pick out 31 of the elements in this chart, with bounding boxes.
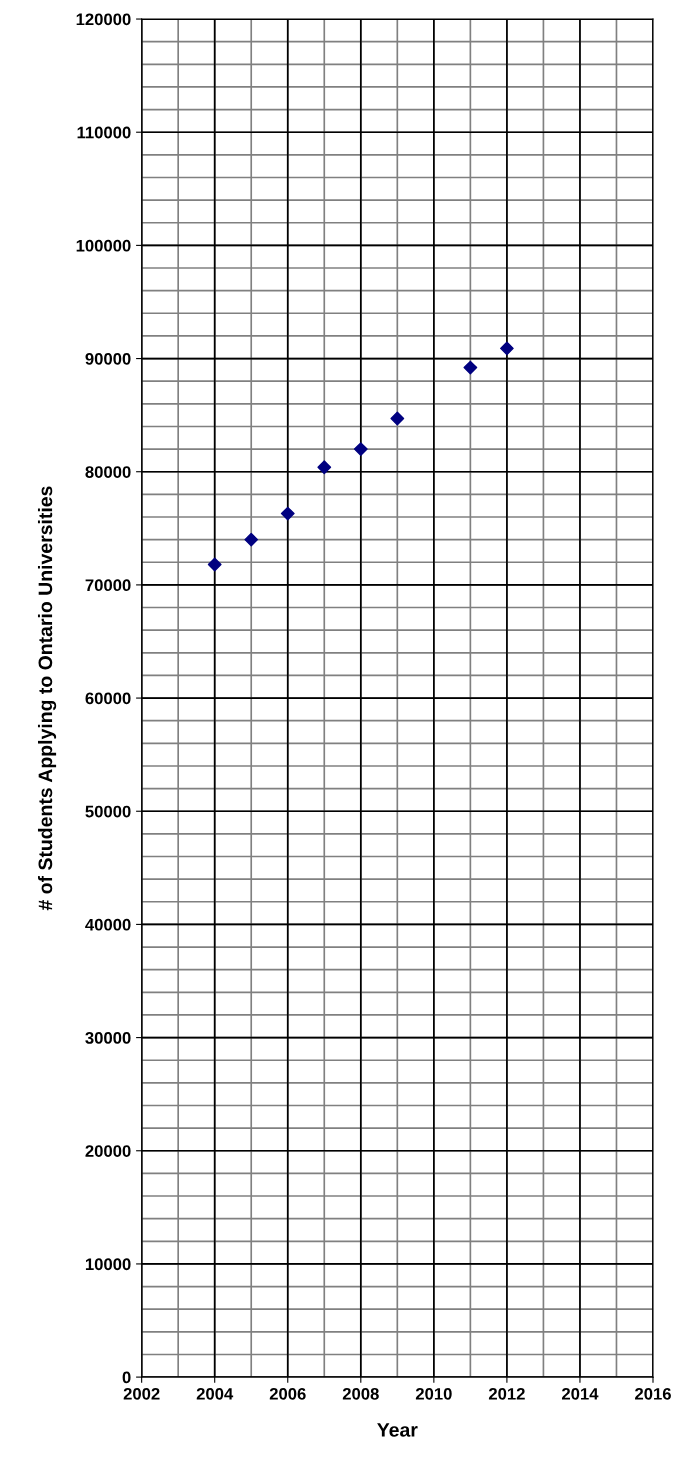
point	[390, 411, 405, 426]
y-tick-label: 80000	[85, 466, 131, 478]
y-axis-title: # of Students Applying to Ontario Universities	[37, 486, 57, 911]
x-tick-label: 2002	[123, 1387, 160, 1400]
x-tick-label: 2012	[488, 1387, 525, 1400]
y-tick-label: 100000	[76, 239, 131, 252]
x-tick-label: 2006	[269, 1387, 306, 1400]
point	[353, 442, 368, 457]
point	[463, 360, 478, 375]
x-tick-label: 2014	[561, 1387, 599, 1400]
point	[499, 341, 514, 356]
y-tick-label: 70000	[85, 579, 131, 592]
x-tick-label: 2008	[342, 1387, 379, 1400]
point	[207, 557, 222, 572]
y-tick-label: 30000	[85, 1031, 131, 1044]
y-tick-label: 20000	[85, 1145, 131, 1157]
y-tick-label: 90000	[85, 352, 131, 365]
y-tick-label: 60000	[85, 692, 131, 705]
y-tick-label: 120000	[76, 13, 131, 26]
y-tick-label: 50000	[85, 805, 131, 818]
x-tick-label: 2016	[635, 1387, 671, 1400]
x-tick-label: 2004	[196, 1387, 234, 1400]
point	[317, 460, 332, 475]
x-axis-title: Year	[377, 1423, 418, 1437]
y-tick-label: 0	[122, 1371, 131, 1384]
point	[244, 532, 259, 547]
x-tick-label: 2010	[415, 1387, 452, 1400]
point	[280, 506, 295, 521]
y-tick-label: 110000	[77, 126, 131, 139]
y-tick-label: 10000	[85, 1258, 131, 1271]
y-tick-label: 40000	[85, 918, 131, 931]
